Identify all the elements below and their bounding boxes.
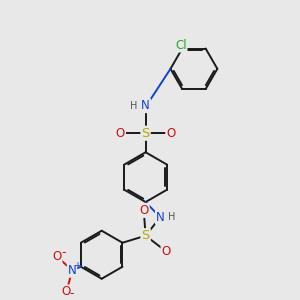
Text: O: O	[61, 285, 71, 298]
Text: S: S	[141, 229, 150, 242]
Text: N: N	[141, 99, 150, 112]
Text: O: O	[166, 127, 176, 140]
Text: N: N	[156, 211, 165, 224]
Text: -: -	[61, 246, 66, 259]
Text: H: H	[130, 101, 138, 111]
Text: -: -	[70, 287, 74, 300]
Text: S: S	[141, 127, 150, 140]
Text: O: O	[161, 245, 171, 258]
Text: H: H	[168, 212, 175, 222]
Text: +: +	[73, 261, 81, 271]
Text: N: N	[68, 264, 76, 277]
Text: O: O	[52, 250, 62, 263]
Text: O: O	[116, 127, 125, 140]
Text: O: O	[140, 204, 149, 217]
Text: Cl: Cl	[175, 38, 187, 52]
